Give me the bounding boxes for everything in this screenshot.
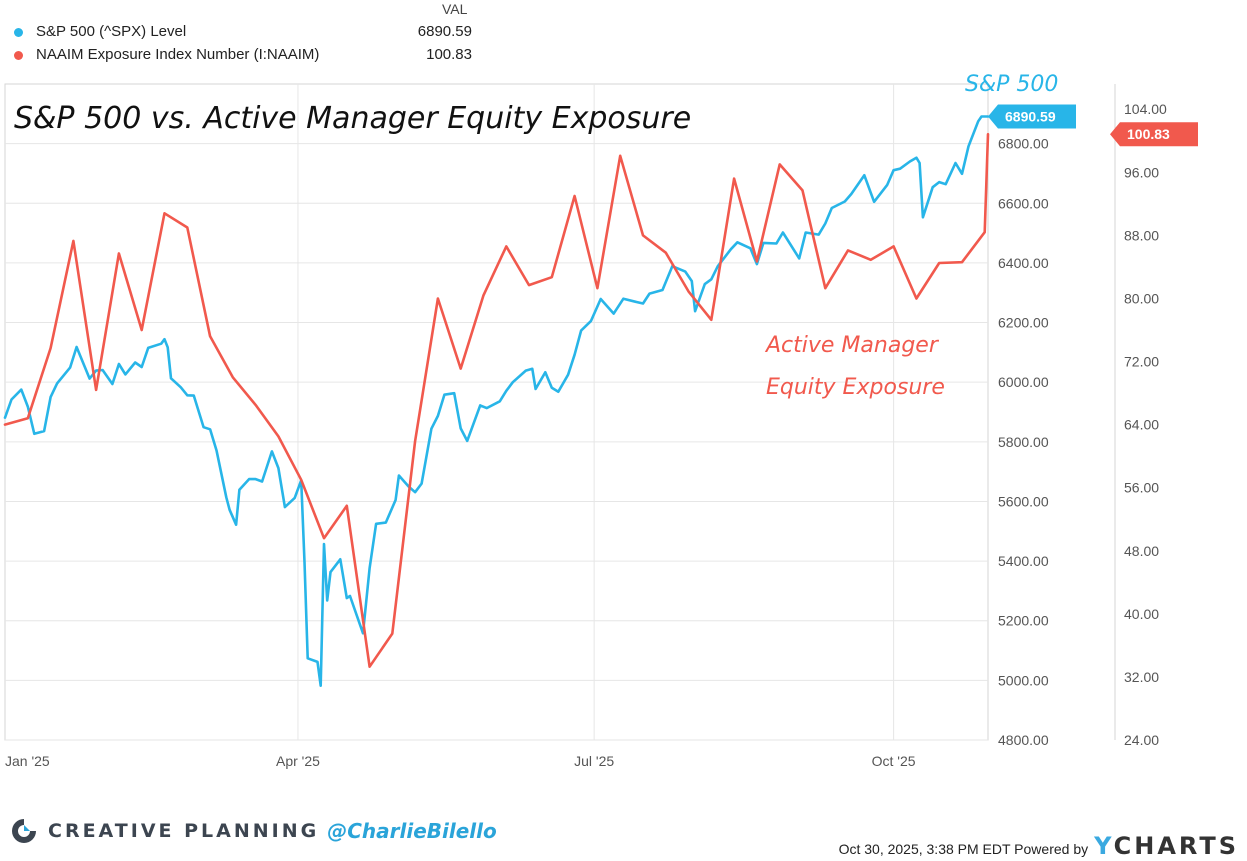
- creative-planning-brand: CREATIVE PLANNING: [48, 820, 320, 842]
- ycharts-logo: YCHARTS: [1094, 832, 1239, 860]
- plot-frame: [4, 83, 989, 741]
- y-right-tick-label: 56.00: [1124, 480, 1159, 496]
- y-left-tick-label: 5600.00: [998, 493, 1049, 509]
- legend-value-header: VAL: [442, 1, 468, 17]
- legend-name-spx: S&P 500 (^SPX) Level: [36, 23, 187, 40]
- chart-title: S&P 500 vs. Active Manager Equity Exposu…: [14, 101, 691, 136]
- y-right-tick-label: 80.00: [1124, 290, 1159, 306]
- legend-dot-spx: [14, 28, 23, 37]
- spx-line: [3, 115, 990, 688]
- legend-value-spx: 6890.59: [417, 23, 472, 40]
- naaim-annotation-line2: Equity Exposure: [766, 375, 945, 400]
- legend-dot-naaim: [14, 51, 23, 60]
- spx-last-value-label-text: 6890.59: [1005, 109, 1056, 125]
- y-left-tick-label: 5000.00: [998, 672, 1049, 688]
- naaim-last-value-label-text: 100.83: [1127, 126, 1170, 142]
- y-right-tick-label: 48.00: [1124, 543, 1159, 559]
- naaim-last-value-label-bg: [1110, 122, 1198, 147]
- naaim-last-value-label: 100.83: [1110, 122, 1198, 147]
- y-right-tick-label: 32.00: [1124, 669, 1159, 685]
- y-right-tick-label: 40.00: [1124, 606, 1159, 622]
- naaim-line: [3, 132, 990, 669]
- y-left-tick-label: 5800.00: [998, 434, 1049, 450]
- spx-annotation: S&P 500: [965, 72, 1058, 97]
- y-left-tick-label: 6600.00: [998, 195, 1049, 211]
- author-handle: @CharlieBilello: [327, 819, 497, 843]
- y-left-tick-label: 5400.00: [998, 553, 1049, 569]
- x-tick-label: Apr '25: [276, 753, 320, 769]
- legend-name-naaim: NAAIM Exposure Index Number (I:NAAIM): [36, 46, 320, 63]
- y-left-tick-label: 6200.00: [998, 315, 1049, 331]
- y-right-tick-label: 88.00: [1124, 227, 1159, 243]
- last-value-labels: 6890.59 100.83: [988, 104, 1198, 147]
- y-right-tick-label: 96.00: [1124, 164, 1159, 180]
- y-left-tick-label: 6400.00: [998, 255, 1049, 271]
- y-left-tick-label: 5200.00: [998, 613, 1049, 629]
- creative-planning-logo: CREATIVE PLANNING @CharlieBilello: [10, 815, 497, 847]
- legend-value-naaim: 100.83: [426, 46, 472, 63]
- x-tick-label: Oct '25: [872, 753, 916, 769]
- chart: 4800.00 5000.00 5200.00 5400.00 5600.00 5800.…: [3, 72, 1198, 769]
- naaim-annotation-line1: Active Manager: [764, 333, 940, 358]
- spx-last-value-label: 6890.59: [988, 104, 1076, 129]
- y-right-tick-label: 104.00: [1124, 101, 1167, 117]
- ycharts-y: Y: [1094, 832, 1114, 860]
- series: [3, 115, 990, 688]
- x-tick-label: Jan '25: [5, 753, 50, 769]
- ycharts-credit: Oct 30, 2025, 3:38 PM EDT Powered by YCH…: [839, 832, 1239, 860]
- axes: 4800.00 5000.00 5200.00 5400.00 5600.00 5800.…: [5, 84, 1167, 769]
- y-right-tick-label: 72.00: [1124, 354, 1159, 370]
- x-tick-label: Jul '25: [574, 753, 614, 769]
- y-right-tick-label: 24.00: [1124, 732, 1159, 748]
- grid: [4, 83, 989, 741]
- creative-planning-icon: [12, 819, 36, 843]
- legend-item-spx[interactable]: S&P 500 (^SPX) Level 6890.59: [0, 22, 480, 42]
- y-left-tick-label: 6000.00: [998, 374, 1049, 390]
- ycharts-wordmark: CHARTS: [1113, 832, 1239, 860]
- y-left-tick-label: 6800.00: [998, 136, 1049, 152]
- legend-item-naaim[interactable]: NAAIM Exposure Index Number (I:NAAIM) 10…: [0, 45, 480, 65]
- y-right-tick-label: 64.00: [1124, 417, 1159, 433]
- timestamp: Oct 30, 2025, 3:38 PM EDT Powered by: [838, 841, 1089, 857]
- y-left-tick-label: 4800.00: [998, 732, 1049, 748]
- spx-last-value-label-bg: [988, 104, 1076, 129]
